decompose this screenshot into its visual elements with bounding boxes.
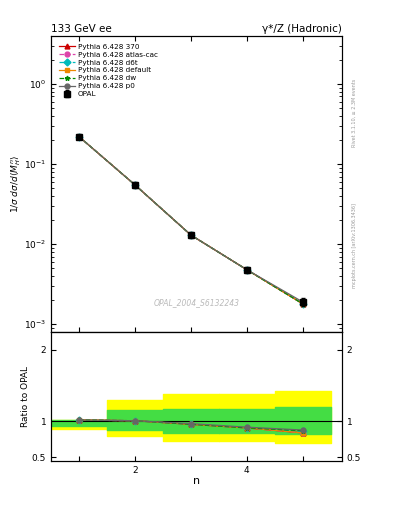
Line: Pythia 6.428 370: Pythia 6.428 370 <box>77 134 305 306</box>
Legend: Pythia 6.428 370, Pythia 6.428 atlas-cac, Pythia 6.428 d6t, Pythia 6.428 default: Pythia 6.428 370, Pythia 6.428 atlas-cac… <box>58 42 159 98</box>
Pythia 6.428 d6t <box>132 182 137 188</box>
Pythia 6.428 dw <box>77 134 81 140</box>
Text: γ*/Z (Hadronic): γ*/Z (Hadronic) <box>262 24 342 34</box>
Line: Pythia 6.428 dw: Pythia 6.428 dw <box>77 134 305 306</box>
Pythia 6.428 atlas-cac <box>77 134 81 140</box>
Pythia 6.428 atlas-cac <box>189 232 193 238</box>
Pythia 6.428 d6t <box>77 134 81 140</box>
Pythia 6.428 370 <box>244 267 249 273</box>
Text: Rivet 3.1.10, ≥ 2.3M events: Rivet 3.1.10, ≥ 2.3M events <box>352 78 357 147</box>
Pythia 6.428 dw <box>244 267 249 273</box>
Pythia 6.428 default <box>132 182 137 188</box>
Pythia 6.428 default <box>244 267 249 273</box>
Pythia 6.428 p0 <box>77 134 81 140</box>
Pythia 6.428 370 <box>77 134 81 140</box>
Pythia 6.428 default <box>189 232 193 238</box>
Pythia 6.428 370 <box>132 182 137 188</box>
Text: 133 GeV ee: 133 GeV ee <box>51 24 112 34</box>
Pythia 6.428 d6t <box>244 267 249 273</box>
Pythia 6.428 p0 <box>244 267 249 273</box>
Line: Pythia 6.428 atlas-cac: Pythia 6.428 atlas-cac <box>77 134 305 306</box>
Pythia 6.428 default <box>300 301 305 307</box>
Pythia 6.428 atlas-cac <box>300 301 305 307</box>
Pythia 6.428 370 <box>189 232 193 238</box>
Pythia 6.428 p0 <box>189 232 193 238</box>
Y-axis label: Ratio to OPAL: Ratio to OPAL <box>22 366 31 427</box>
Line: Pythia 6.428 d6t: Pythia 6.428 d6t <box>77 134 305 306</box>
Pythia 6.428 dw <box>189 232 193 238</box>
Pythia 6.428 d6t <box>300 301 305 307</box>
Pythia 6.428 p0 <box>300 299 305 305</box>
Pythia 6.428 p0 <box>132 182 137 188</box>
Pythia 6.428 370 <box>300 301 305 307</box>
Pythia 6.428 dw <box>300 301 305 307</box>
Line: Pythia 6.428 default: Pythia 6.428 default <box>77 134 305 306</box>
Y-axis label: $1/\sigma\;d\sigma/d\langle M_H^n\rangle$: $1/\sigma\;d\sigma/d\langle M_H^n\rangle… <box>9 155 22 213</box>
Pythia 6.428 atlas-cac <box>132 182 137 188</box>
Pythia 6.428 dw <box>132 182 137 188</box>
Text: mcplots.cern.ch [arXiv:1306.3436]: mcplots.cern.ch [arXiv:1306.3436] <box>352 203 357 288</box>
Pythia 6.428 d6t <box>189 232 193 238</box>
X-axis label: n: n <box>193 476 200 486</box>
Line: Pythia 6.428 p0: Pythia 6.428 p0 <box>77 134 305 304</box>
Pythia 6.428 default <box>77 134 81 140</box>
Text: OPAL_2004_S6132243: OPAL_2004_S6132243 <box>154 298 239 307</box>
Pythia 6.428 atlas-cac <box>244 267 249 273</box>
